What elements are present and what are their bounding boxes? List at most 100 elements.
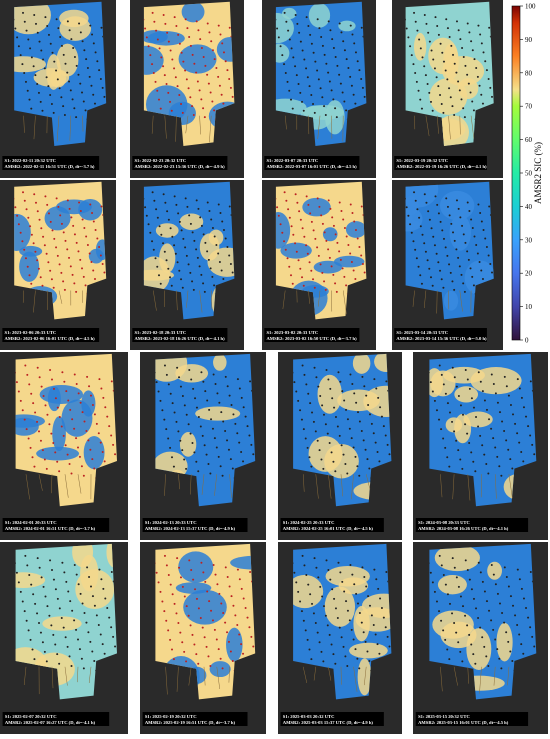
caption-amsr2: AMSR2: 2024-02-01 16:51 UTC (D, dt=-3.7 … (5, 526, 96, 531)
grid-point (93, 42, 95, 44)
grid-point (284, 12, 286, 14)
grid-point (345, 600, 347, 602)
grid-point (458, 208, 460, 210)
grid-point (223, 51, 225, 53)
grid-point (188, 423, 190, 425)
grid-point (90, 586, 92, 588)
grid-point (94, 103, 96, 105)
grid-point (285, 249, 287, 251)
grid-point (345, 284, 347, 286)
grid-point (231, 404, 233, 406)
grid-point (354, 456, 356, 458)
grid-point (335, 416, 337, 418)
grid-point (241, 588, 243, 590)
grid-point (385, 626, 387, 628)
grid-point (188, 615, 190, 617)
grid-point (425, 74, 427, 76)
grid-point (453, 622, 455, 624)
grid-point (190, 433, 192, 435)
grid-point (482, 390, 484, 392)
grid-point (250, 444, 252, 446)
grid-point (218, 593, 220, 595)
grid-point (307, 584, 309, 586)
grid-point (324, 54, 326, 56)
grid-point (336, 242, 338, 244)
grid-point (192, 388, 194, 390)
grid-point (94, 605, 96, 607)
grid-point (489, 263, 491, 265)
grid-point (108, 617, 110, 619)
grid-point (69, 29, 71, 31)
grid-point (349, 428, 351, 430)
grid-point (171, 236, 173, 238)
grid-point (14, 206, 16, 208)
grid-point (455, 72, 457, 74)
grid-point (57, 78, 59, 80)
grid-point (333, 47, 335, 49)
grid-point (159, 225, 161, 227)
grid-point (435, 195, 437, 197)
grid-point (69, 600, 71, 602)
grid-point (180, 576, 182, 578)
grid-point (305, 67, 307, 69)
grid-point (525, 416, 527, 418)
grid-point (481, 636, 483, 638)
grid-point (472, 653, 474, 655)
grid-point (39, 567, 41, 569)
grid-point (481, 220, 483, 222)
grid-point (500, 667, 502, 669)
grid-point (45, 404, 47, 406)
ice-feature (438, 575, 467, 594)
grid-point (218, 456, 220, 458)
grid-point (177, 622, 179, 624)
grid-point (149, 54, 151, 56)
grid-point (210, 267, 212, 269)
grid-point (183, 651, 185, 653)
grid-point (89, 641, 91, 643)
caption-amsr2: AMSR2: 2024-03-08 16:26 UTC (D, dt=-4.1 … (418, 526, 509, 531)
grid-point (221, 269, 223, 271)
grid-point (292, 234, 294, 236)
grid-point (479, 435, 481, 437)
grid-point (316, 246, 318, 248)
grid-point (221, 94, 223, 96)
grid-point (91, 458, 93, 460)
grid-point (193, 644, 195, 646)
grid-point (506, 385, 508, 387)
ice-feature (180, 213, 204, 230)
grid-point (82, 218, 84, 220)
grid-point (52, 442, 54, 444)
grid-point (196, 20, 198, 22)
grid-point (317, 386, 319, 388)
grid-point (456, 386, 458, 388)
grid-point (66, 72, 68, 74)
grid-point (351, 261, 353, 263)
grid-point (181, 449, 183, 451)
grid-point (314, 367, 316, 369)
grid-point (317, 440, 319, 442)
grid-point (303, 285, 305, 287)
grid-point (472, 49, 474, 51)
grid-point (424, 193, 426, 195)
grid-point (206, 646, 208, 648)
grid-point (315, 430, 317, 432)
caption-s1: S1: 2024-02-01 20:33 UTC (5, 520, 57, 525)
grid-point (166, 83, 168, 85)
grid-point (227, 576, 229, 578)
grid-point (479, 627, 481, 629)
grid-point (320, 214, 322, 216)
grid-point (182, 61, 184, 63)
grid-point (369, 605, 371, 607)
ice-feature (349, 643, 388, 659)
grid-point (312, 103, 314, 105)
grid-point (434, 591, 436, 593)
grid-point (511, 468, 513, 470)
grid-point (321, 272, 323, 274)
grid-point (430, 101, 432, 103)
grid-point (427, 32, 429, 34)
grid-point (346, 665, 348, 667)
grid-point (453, 289, 455, 291)
grid-point (294, 65, 296, 67)
grid-point (47, 85, 49, 87)
